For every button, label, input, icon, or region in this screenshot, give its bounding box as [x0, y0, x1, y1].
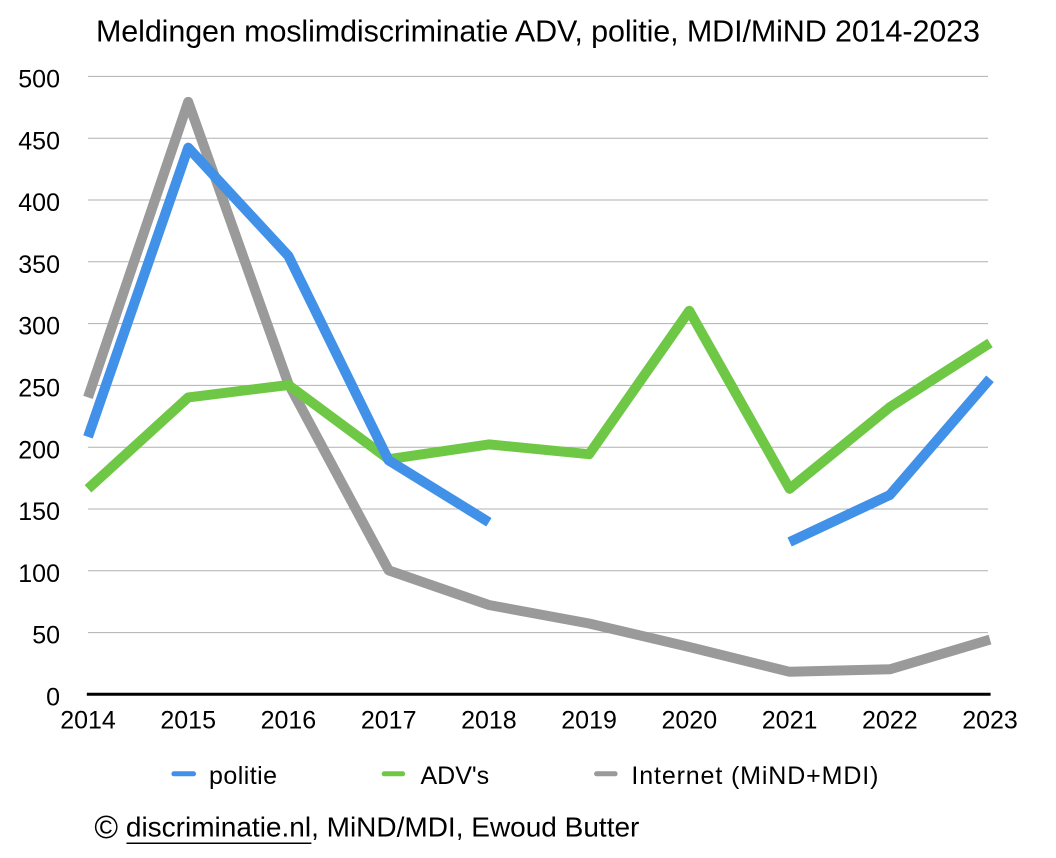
- svg-text:discriminatie.nl, MiND/MDI, Ew: discriminatie.nl, MiND/MDI, Ewoud Butter: [126, 812, 639, 843]
- svg-text:250: 250: [18, 375, 60, 403]
- svg-text:400: 400: [18, 189, 60, 217]
- svg-text:50: 50: [32, 622, 60, 650]
- svg-text:200: 200: [18, 436, 60, 464]
- svg-text:2017: 2017: [361, 707, 417, 735]
- svg-text:Internet (MiND+MDI): Internet (MiND+MDI): [631, 762, 878, 790]
- svg-text:450: 450: [18, 127, 60, 155]
- svg-text:2018: 2018: [461, 707, 517, 735]
- svg-text:politie: politie: [209, 762, 277, 790]
- svg-text:2019: 2019: [561, 707, 617, 735]
- svg-text:150: 150: [18, 498, 60, 526]
- svg-text:500: 500: [18, 66, 60, 94]
- svg-text:Meldingen moslimdiscriminatie: Meldingen moslimdiscriminatie ADV, polit…: [96, 15, 980, 49]
- svg-text:ADV's: ADV's: [421, 762, 490, 790]
- svg-text:100: 100: [18, 560, 60, 588]
- svg-text:©: ©: [94, 809, 118, 845]
- svg-text:2015: 2015: [160, 707, 216, 735]
- svg-text:2023: 2023: [962, 707, 1018, 735]
- svg-text:300: 300: [18, 313, 60, 341]
- svg-text:2016: 2016: [261, 707, 317, 735]
- svg-text:2014: 2014: [60, 707, 116, 735]
- svg-text:2022: 2022: [862, 707, 918, 735]
- svg-text:0: 0: [46, 684, 60, 712]
- svg-text:2020: 2020: [661, 707, 717, 735]
- svg-text:350: 350: [18, 251, 60, 279]
- svg-text:2021: 2021: [762, 707, 818, 735]
